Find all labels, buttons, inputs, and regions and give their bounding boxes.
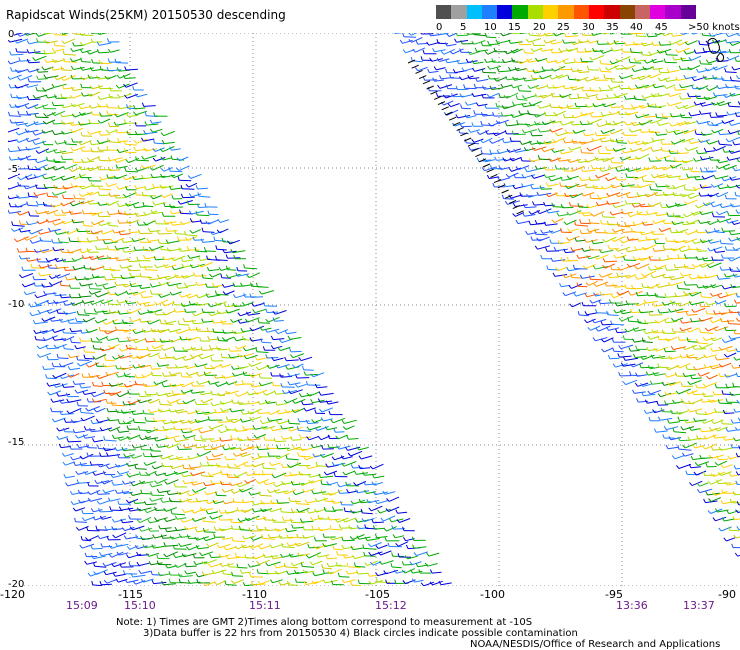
- lon-label-115: -115: [118, 588, 143, 601]
- lon-label-110: -110: [242, 588, 267, 601]
- legend-tick-label: >50 knots: [688, 22, 740, 33]
- legend-swatch: [634, 5, 651, 19]
- legend-swatch: [558, 5, 575, 19]
- legend-swatch: [680, 5, 697, 19]
- note-line-1: Note: 1) Times are GMT 2)Times along bot…: [116, 617, 533, 628]
- lat-label-15: -15: [8, 437, 25, 448]
- legend-swatch: [497, 5, 513, 19]
- wind-swath: [394, 33, 740, 557]
- legend-swatch: [665, 5, 682, 19]
- legend-swatch: [573, 5, 590, 19]
- time-label: 15:09: [66, 599, 98, 612]
- legend-swatch: [436, 5, 452, 19]
- legend-swatch: [604, 5, 621, 19]
- legend-tick-label: 20: [533, 22, 546, 33]
- note-line-2: 3)Data buffer is 22 hrs from 20150530 4)…: [143, 628, 578, 639]
- legend-swatch: [466, 5, 483, 19]
- contamination-markers: [407, 59, 524, 215]
- legend-tick-label: 35: [606, 22, 619, 33]
- legend-tick-label: 15: [508, 22, 521, 33]
- lon-label-95: -95: [605, 588, 623, 601]
- lat-label-0: 0: [8, 29, 15, 40]
- legend-swatch: [527, 5, 544, 19]
- legend-swatch: [481, 5, 498, 19]
- island-outline: [707, 37, 725, 62]
- legend-swatch: [619, 5, 636, 19]
- legend-swatch: [543, 5, 559, 19]
- legend-tick-label: 45: [655, 22, 668, 33]
- legend-swatch: [512, 5, 529, 19]
- map-title: Rapidscat Winds(25KM) 20150530 descendin…: [6, 8, 286, 22]
- lat-label-5: -5: [8, 164, 18, 175]
- wind-swath: [8, 33, 452, 586]
- lat-label-10: -10: [8, 299, 25, 310]
- legend-swatch: [650, 5, 666, 19]
- legend-tick-label: 0: [436, 22, 443, 33]
- lon-label-90: -90: [718, 588, 736, 601]
- lon-label-105: -105: [365, 588, 390, 601]
- time-label: 15:12: [375, 599, 407, 612]
- legend-tick-label: 30: [582, 22, 595, 33]
- legend-tick-label: 25: [557, 22, 570, 33]
- time-label: 15:11: [249, 599, 281, 612]
- lat-label-20: -20: [8, 579, 25, 590]
- time-label: 13:37: [683, 599, 715, 612]
- lon-label-100: -100: [480, 588, 505, 601]
- legend-swatch: [451, 5, 468, 19]
- legend-swatch: [588, 5, 605, 19]
- credit-line: NOAA/NESDIS/Office of Research and Appli…: [470, 639, 721, 650]
- wind-map: [8, 33, 740, 586]
- legend-tick-label: 5: [460, 22, 467, 33]
- wind-barb-plot: [8, 33, 740, 586]
- wind-speed-legend: 0 5 10 15 20 25 30 35 40 45 >50 knots: [436, 5, 740, 37]
- legend-tick-label: 40: [630, 22, 643, 33]
- time-label: 13:36: [616, 599, 648, 612]
- legend-tick-label: 10: [484, 22, 497, 33]
- time-label: 15:10: [124, 599, 156, 612]
- lon-label-120: -120: [0, 588, 25, 601]
